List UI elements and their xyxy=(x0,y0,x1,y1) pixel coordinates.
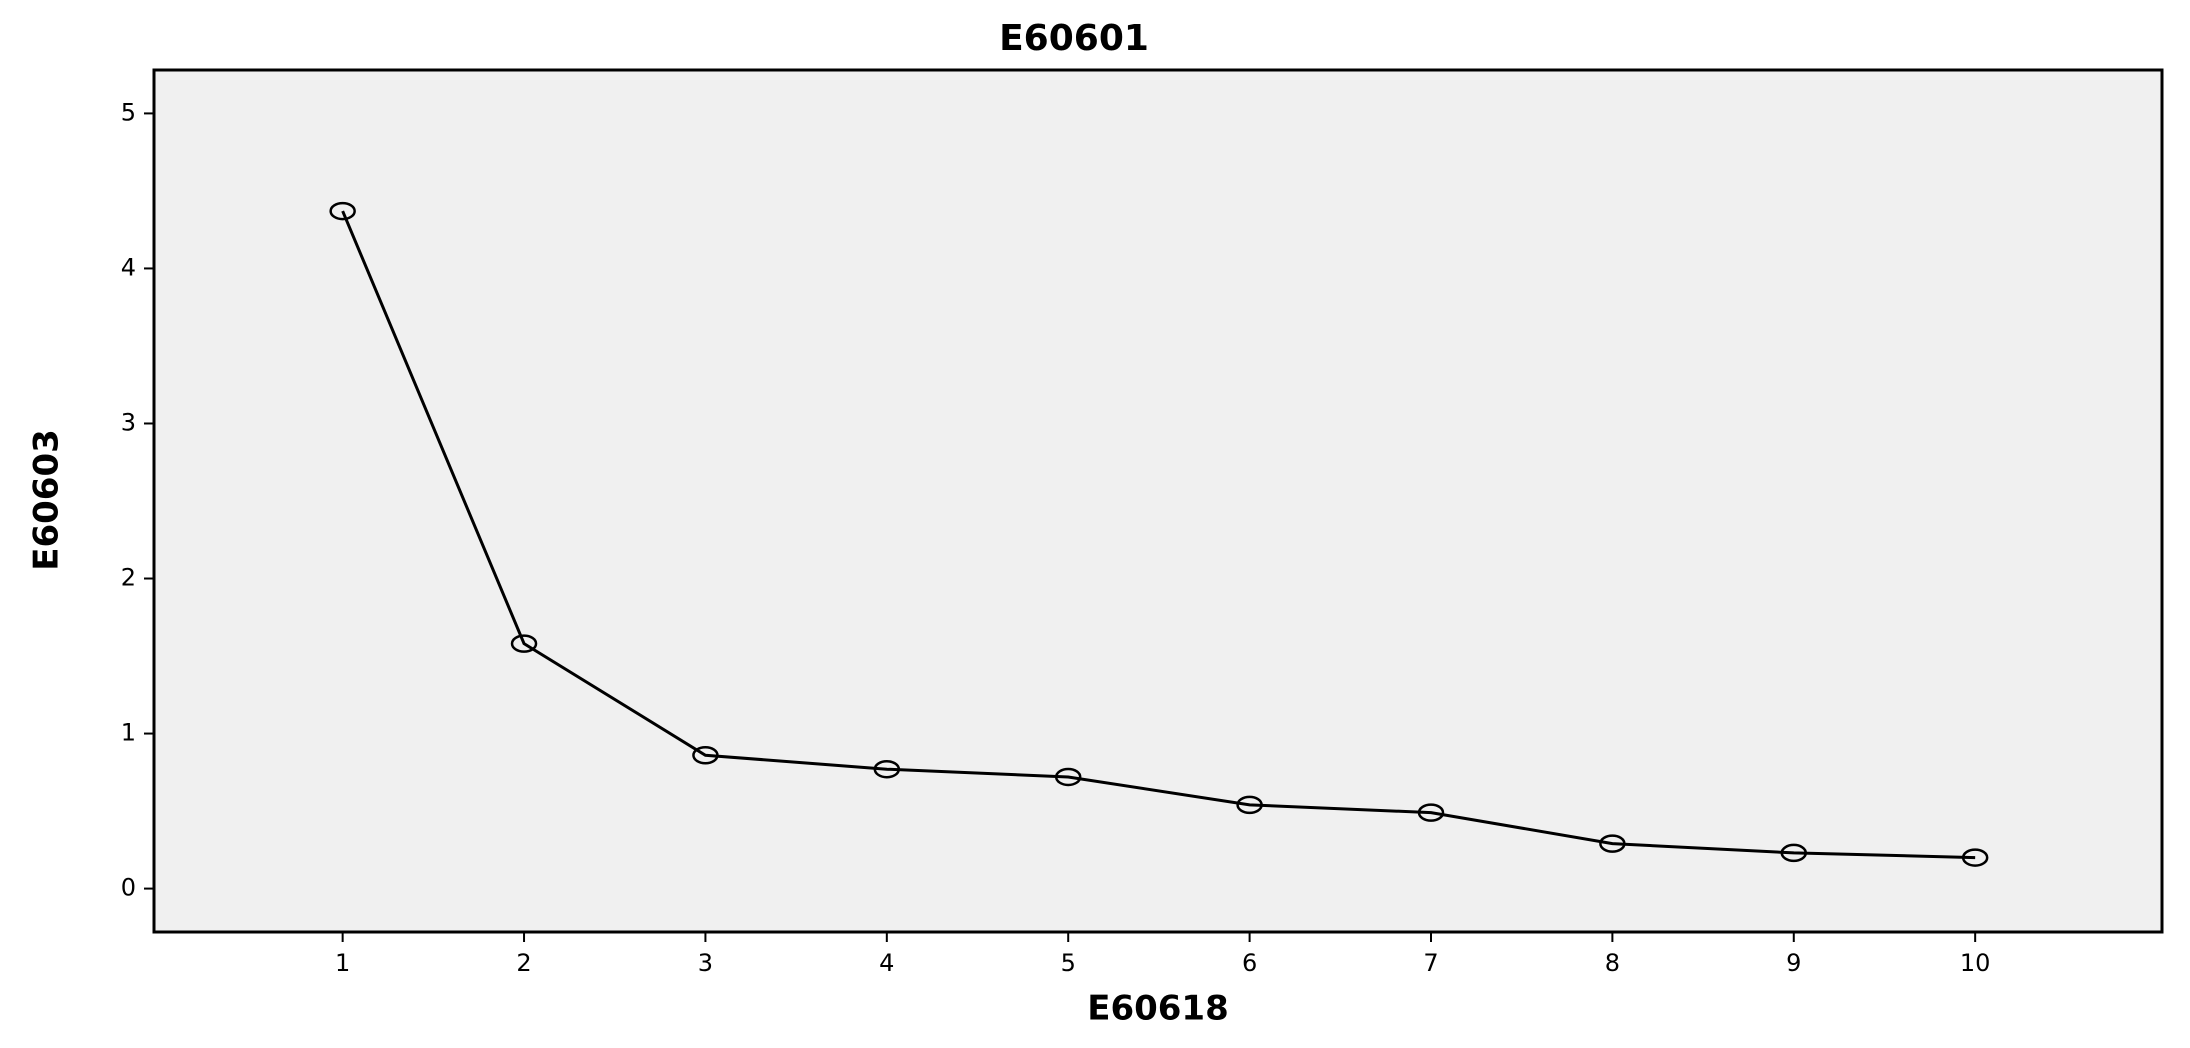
x-tick-label: 2 xyxy=(516,949,531,977)
point xyxy=(1236,795,1263,815)
x-tick-label: 9 xyxy=(1786,949,1801,977)
point xyxy=(1417,803,1445,822)
x-axis-title: E60618 xyxy=(1087,989,1229,1029)
point xyxy=(873,759,901,779)
y-tick-label: 4 xyxy=(121,253,136,281)
y-tick-label: 2 xyxy=(121,564,136,592)
y-tick-label: 3 xyxy=(121,408,136,436)
chart-title: E60601 xyxy=(999,18,1149,59)
x-tick-label: 8 xyxy=(1605,949,1620,977)
point xyxy=(1780,843,1808,863)
point xyxy=(1961,848,1989,867)
point xyxy=(1054,767,1082,787)
x-tick-label: 7 xyxy=(1423,949,1438,977)
x-tick-label: 4 xyxy=(879,949,894,977)
plot-area xyxy=(152,68,2164,934)
x-tick-label: 1 xyxy=(335,949,350,977)
point xyxy=(692,746,719,765)
line xyxy=(341,210,1976,860)
x-tick-label: 3 xyxy=(698,949,713,977)
point xyxy=(510,634,538,653)
point xyxy=(329,201,356,221)
y-tick-label: 0 xyxy=(121,874,136,902)
y-axis-title: E60603 xyxy=(27,429,67,571)
y-tick-label: 5 xyxy=(121,98,136,126)
x-tick-label: 6 xyxy=(1242,949,1257,977)
x-tick-label: 10 xyxy=(1960,949,1991,977)
y-tick-label: 1 xyxy=(121,719,136,747)
x-tick-label: 5 xyxy=(1061,949,1076,977)
point xyxy=(1599,834,1626,853)
